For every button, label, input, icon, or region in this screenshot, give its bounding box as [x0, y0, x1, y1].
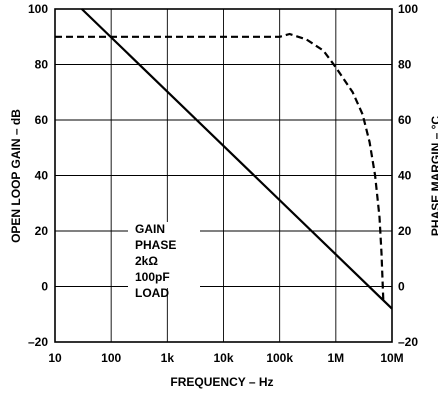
grid — [54, 8, 393, 343]
legend-annotation: GAIN PHASE 2kΩ 100pF LOAD — [128, 222, 200, 300]
plot-frame — [54, 8, 393, 343]
x-tick-label-4: 100k — [266, 351, 293, 365]
x-tick-label-3: 10k — [213, 351, 233, 365]
x-tick-label-5: 1M — [327, 351, 344, 365]
annotation-line-5: LOAD — [135, 286, 169, 300]
x-axis-title: FREQUENCY – Hz — [170, 375, 273, 389]
open-loop-gain-line — [81, 8, 393, 310]
x-tick-label-2: 1k — [161, 351, 175, 365]
y-left-tick-labels: 100 80 60 40 20 0 –20 — [28, 2, 48, 349]
y-right-tick-label-6: –20 — [398, 335, 418, 349]
annotation-line-2: PHASE — [135, 238, 176, 252]
y-right-tick-label-1: 80 — [398, 58, 412, 72]
x-tick-label-1: 100 — [101, 351, 121, 365]
y-left-axis-title: OPEN LOOP GAIN – dB — [9, 109, 23, 243]
y-left-tick-label-5: 0 — [41, 280, 48, 294]
y-left-tick-label-3: 40 — [35, 169, 49, 183]
x-tick-label-0: 10 — [48, 351, 62, 365]
y-left-tick-label-4: 20 — [35, 224, 49, 238]
y-right-axis-title: PHASE MARGIN – °C — [429, 116, 438, 236]
y-right-tick-label-0: 100 — [398, 2, 418, 16]
x-tick-labels: 10 100 1k 10k 100k 1M 10M — [48, 351, 403, 365]
y-right-tick-label-3: 40 — [398, 169, 412, 183]
y-right-tick-labels: 100 80 60 40 20 0 –20 — [398, 2, 418, 349]
x-tick-label-6: 10M — [380, 351, 403, 365]
annotation-line-3: 2kΩ — [135, 254, 158, 268]
annotation-line-4: 100pF — [135, 270, 170, 284]
y-left-tick-label-0: 100 — [28, 2, 48, 16]
y-right-tick-label-5: 0 — [398, 280, 405, 294]
y-left-tick-label-2: 60 — [35, 113, 49, 127]
annotation-line-1: GAIN — [135, 222, 165, 236]
y-left-tick-label-6: –20 — [28, 335, 48, 349]
series-layer — [55, 8, 393, 310]
phase-margin-line — [55, 32, 385, 301]
y-left-tick-label-1: 80 — [35, 58, 49, 72]
y-right-tick-label-2: 60 — [398, 113, 412, 127]
y-right-tick-label-4: 20 — [398, 224, 412, 238]
